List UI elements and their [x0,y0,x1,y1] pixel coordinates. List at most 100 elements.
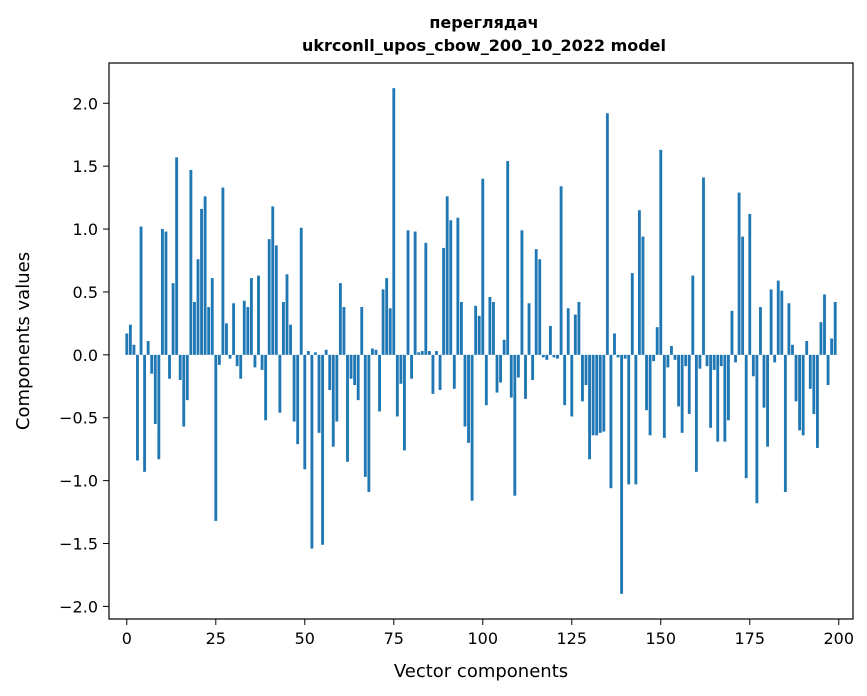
bar-23 [207,307,211,355]
bar-78 [403,354,406,451]
bar-68 [367,354,371,492]
bar-27 [221,187,225,355]
bar-150 [659,149,663,355]
x-tick-label: 200 [823,629,854,648]
bar-124 [566,308,570,355]
bar-5 [143,354,147,472]
bar-173 [741,236,745,355]
bar-31 [235,354,239,367]
bar-183 [776,280,780,355]
bar-61 [342,307,346,355]
bar-98 [474,305,478,355]
bar-92 [452,354,456,389]
bar-14 [175,157,179,355]
bar-1 [128,324,132,355]
bar-145 [641,236,645,355]
x-tick-label: 175 [734,629,765,648]
bar-193 [812,354,816,414]
bar-96 [467,354,470,443]
bar-126 [573,314,577,355]
bar-137 [613,333,616,355]
bar-144 [637,210,641,355]
bar-88 [438,354,442,391]
bar-178 [759,307,762,355]
bar-93 [456,217,460,355]
bar-29 [228,354,232,359]
y-axis-ticks: −2.0 −1.5 −1.0 −0.5 0.0 0.5 1.0 1.5 2.0 [59,94,109,616]
bar-108 [509,354,513,398]
bar-148 [652,354,656,362]
bar-24 [210,278,214,355]
bar-60 [338,283,342,355]
bar-135 [605,113,609,355]
y-tick-label: −1.5 [59,535,98,554]
bar-116 [538,259,542,355]
bar-175 [748,213,752,355]
bar-120 [552,354,556,358]
bar-75 [392,88,396,355]
bar-91 [449,220,453,355]
bar-147 [648,354,652,436]
bar-121 [556,354,559,359]
bar-82 [417,352,421,355]
bar-30 [232,303,236,355]
bar-105 [499,354,503,383]
bar-80 [410,354,414,379]
bar-146 [645,354,648,411]
bar-169 [726,354,730,421]
x-tick-label: 0 [122,629,132,648]
bar-125 [570,354,574,417]
bar-66 [360,307,364,355]
bar-95 [463,354,467,427]
bar-149 [655,327,659,355]
bar-180 [766,354,769,447]
bar-16 [182,354,186,427]
bar-142 [630,273,634,355]
bar-111 [520,230,524,355]
bar-84 [424,242,428,355]
y-tick-label: −0.5 [59,409,98,428]
bar-53 [314,352,317,355]
bar-6 [146,341,150,355]
bar-94 [459,302,463,355]
bar-112 [524,354,527,399]
bar-35 [249,278,253,355]
bar-134 [602,354,606,432]
bar-136 [609,354,613,489]
bar-85 [427,351,431,355]
bar-55 [321,354,325,545]
bar-59 [335,354,339,422]
bar-77 [399,354,403,384]
bar-44 [282,302,285,355]
bar-83 [420,351,424,355]
bar-42 [274,245,278,355]
bar-67 [363,354,367,477]
x-tick-label: 50 [295,629,315,648]
bar-57 [328,354,332,391]
bar-72 [381,289,385,355]
bar-188 [794,354,798,402]
bar-40 [267,239,271,355]
bar-117 [541,354,545,358]
bar-115 [534,249,538,355]
bar-182 [773,354,777,363]
bar-164 [709,354,713,428]
bar-19 [193,302,196,355]
bar-184 [780,290,784,355]
bar-119 [548,325,552,355]
bar-12 [168,354,171,379]
bar-71 [378,354,381,412]
bar-192 [808,354,812,389]
bar-185 [783,354,787,492]
x-tick-label: 25 [206,629,226,648]
bar-76 [395,354,399,417]
bar-62 [346,354,349,462]
bar-102 [488,296,492,355]
bar-104 [495,354,499,393]
bar-153 [670,346,673,355]
x-axis-ticks: 0 25 50 75 100 125 150 175 200 [122,619,854,648]
bar-74 [388,308,392,355]
bar-154 [673,354,677,360]
bar-191 [805,341,809,355]
bar-11 [164,231,168,355]
